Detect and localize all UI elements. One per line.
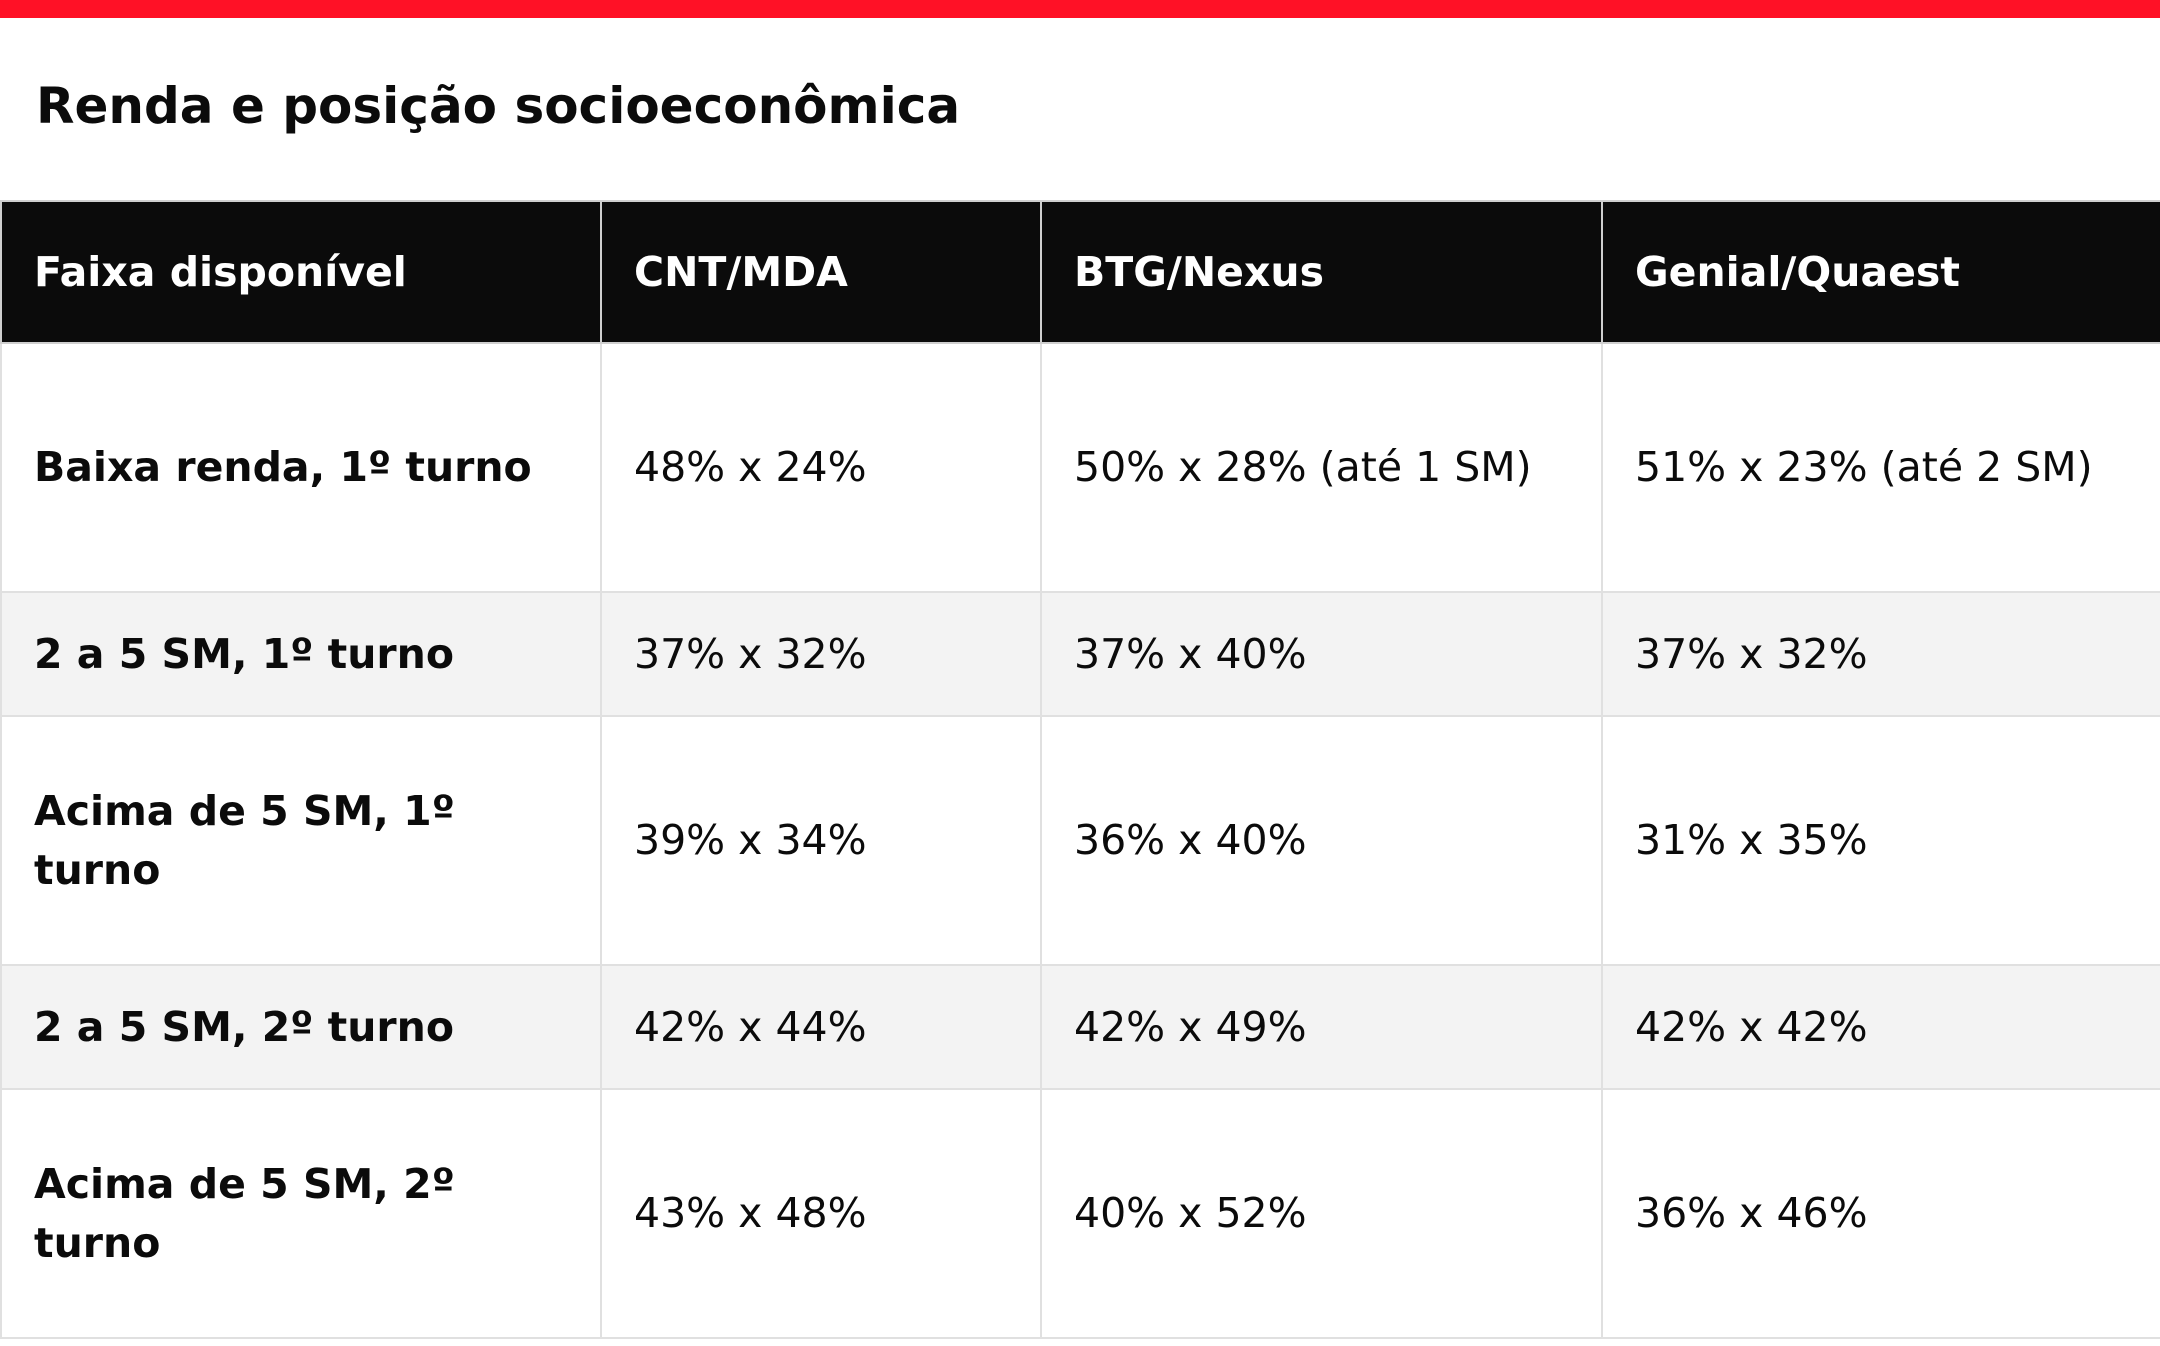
table-cell: 36% x 46% [1601,1088,2160,1339]
table-cell: 42% x 42% [1601,964,2160,1090]
table-cell: 39% x 34% [600,715,1042,966]
table-row: 2 a 5 SM, 1º turno 37% x 32% 37% x 40% 37% … [0,591,2160,717]
table-cell: 37% x 40% [1040,591,1603,717]
table-cell: 42% x 44% [600,964,1042,1090]
table-body: Baixa renda, 1º turno 48% x 24% 50% x 28% … [0,342,2160,1339]
table-row: 2 a 5 SM, 2º turno 42% x 44% 42% x 49% 42% … [0,964,2160,1090]
title: Renda e posição socioeconômica [36,77,961,135]
table-cell: 40% x 52% [1040,1088,1603,1339]
table-row: Acima de 5 SM, 1º turno 39% x 34% 36% x 40… [0,715,2160,966]
table-cell: 43% x 48% [600,1088,1042,1339]
table-row: Acima de 5 SM, 2º turno 43% x 48% 40% x 52… [0,1088,2160,1339]
table: Faixa disponível CNT/MDA BTG/Nexus Genial/Q… [0,200,2160,1339]
table-cell: 42% x 49% [1040,964,1603,1090]
row-label: Baixa renda, 1º turno [0,342,602,593]
header-cell: CNT/MDA [600,200,1042,344]
row-label: Acima de 5 SM, 1º turno [0,715,602,966]
table-cell: 50% x 28% (até 1 SM) [1040,342,1603,593]
table-cell: 51% x 23% (até 2 SM) [1601,342,2160,593]
table-cell: 37% x 32% [1601,591,2160,717]
table-row: Baixa renda, 1º turno 48% x 24% 50% x 28% … [0,342,2160,593]
row-label: Acima de 5 SM, 2º turno [0,1088,602,1339]
header-cell: Faixa disponível [0,200,602,344]
row-label: 2 a 5 SM, 1º turno [0,591,602,717]
header-cell: BTG/Nexus [1040,200,1603,344]
table-cell: 48% x 24% [600,342,1042,593]
header-cell: Genial/Quaest [1601,200,2160,344]
row-label: 2 a 5 SM, 2º turno [0,964,602,1090]
top-bar [0,0,2160,18]
table-cell: 31% x 35% [1601,715,2160,966]
header-row: Faixa disponível CNT/MDA BTG/Nexus Genial/Q… [0,200,2160,344]
table-cell: 37% x 32% [600,591,1042,717]
table-cell: 36% x 40% [1040,715,1603,966]
